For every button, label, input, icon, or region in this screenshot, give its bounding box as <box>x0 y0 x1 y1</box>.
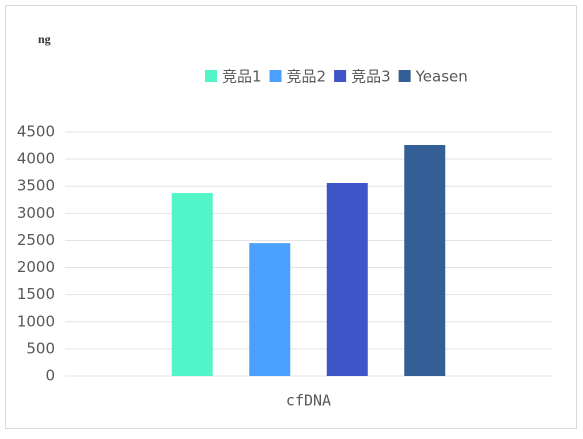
y-tick-label: 3500 <box>17 177 55 195</box>
bar <box>404 145 446 376</box>
y-tick-label: 4500 <box>17 123 55 141</box>
legend-label: 竞品3 <box>351 68 391 86</box>
y-axis-label: ng <box>38 32 51 46</box>
y-tick-label: 1000 <box>17 312 55 330</box>
legend-swatch <box>334 70 347 82</box>
x-tick-label: cfDNA <box>286 392 331 410</box>
y-tick-label: 2500 <box>17 231 55 249</box>
legend-swatch <box>269 70 282 82</box>
legend-swatch <box>205 70 217 82</box>
y-tick-label: 3000 <box>17 204 55 222</box>
y-tick-label: 4000 <box>17 150 55 168</box>
legend-label: Yeasen <box>415 68 468 86</box>
y-tick-label: 0 <box>45 367 55 385</box>
bar <box>326 182 368 376</box>
legend-swatch <box>398 70 411 82</box>
y-tick-label: 1500 <box>17 285 55 303</box>
legend-label: 竞品1 <box>222 68 262 86</box>
y-tick-label: 500 <box>26 339 55 357</box>
bar <box>249 243 291 376</box>
bar <box>171 193 213 376</box>
legend-label: 竞品2 <box>287 68 327 86</box>
y-tick-label: 2000 <box>17 258 55 276</box>
chart-border <box>5 5 577 429</box>
